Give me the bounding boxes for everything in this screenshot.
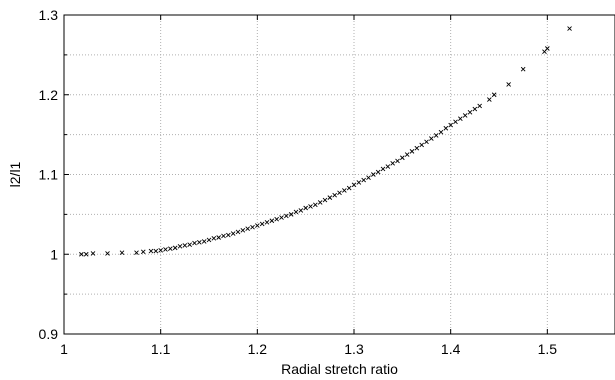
data-point bbox=[409, 149, 415, 154]
data-point bbox=[419, 142, 424, 148]
data-point bbox=[491, 92, 497, 98]
data-point bbox=[206, 237, 212, 243]
y-tick-label: 1.1 bbox=[39, 167, 59, 183]
data-point bbox=[506, 82, 511, 87]
data-point bbox=[192, 240, 197, 246]
data-point bbox=[351, 182, 357, 188]
data-point bbox=[400, 155, 405, 161]
data-point bbox=[313, 202, 318, 208]
data-point bbox=[119, 250, 125, 255]
data-point bbox=[201, 239, 207, 244]
data-point bbox=[79, 251, 84, 257]
data-point bbox=[467, 109, 473, 115]
y-tick-label: 0.9 bbox=[39, 326, 59, 342]
data-point bbox=[308, 204, 313, 209]
data-point bbox=[356, 180, 362, 185]
data-point bbox=[221, 233, 226, 239]
data-point bbox=[433, 133, 439, 138]
data-point bbox=[259, 221, 265, 227]
data-point bbox=[380, 166, 386, 172]
data-point bbox=[487, 97, 492, 102]
data-point bbox=[448, 122, 453, 128]
data-point bbox=[240, 228, 246, 233]
data-point bbox=[385, 164, 391, 169]
data-point bbox=[269, 218, 275, 224]
data-point bbox=[366, 175, 371, 181]
data-point bbox=[317, 200, 323, 205]
data-point bbox=[197, 239, 202, 245]
data-point bbox=[163, 247, 168, 252]
data-point bbox=[327, 195, 333, 200]
data-point bbox=[443, 125, 449, 131]
data-point bbox=[424, 139, 429, 145]
x-tick-label: 1 bbox=[60, 341, 68, 357]
data-point bbox=[264, 220, 270, 225]
data-point bbox=[177, 243, 183, 249]
x-tick-label: 1.2 bbox=[248, 341, 268, 357]
data-point bbox=[148, 248, 154, 254]
data-point bbox=[140, 249, 146, 255]
data-point bbox=[172, 245, 178, 251]
x-tick-label: 1.5 bbox=[538, 341, 558, 357]
data-point bbox=[395, 158, 400, 164]
x-tick-label: 1.1 bbox=[151, 341, 171, 357]
data-point bbox=[245, 226, 250, 232]
data-points bbox=[79, 26, 572, 257]
data-point bbox=[429, 136, 434, 141]
data-point bbox=[134, 250, 139, 255]
data-point bbox=[255, 223, 260, 228]
data-point bbox=[293, 209, 299, 215]
data-point bbox=[211, 235, 217, 241]
data-point bbox=[250, 224, 255, 230]
x-axis-label: Radial stretch ratio bbox=[281, 361, 398, 377]
data-point bbox=[337, 190, 342, 196]
data-point bbox=[477, 103, 482, 109]
data-point bbox=[462, 113, 468, 118]
data-point bbox=[298, 208, 304, 213]
y-tick-label: 1 bbox=[50, 246, 58, 262]
data-point bbox=[216, 235, 221, 240]
data-point bbox=[545, 46, 550, 51]
data-point bbox=[520, 66, 526, 72]
data-point bbox=[226, 232, 231, 238]
data-point bbox=[279, 215, 284, 220]
data-point bbox=[390, 161, 395, 166]
data-point bbox=[182, 243, 188, 248]
data-point bbox=[414, 145, 420, 151]
data-point bbox=[346, 185, 352, 191]
data-point bbox=[83, 251, 89, 257]
data-point bbox=[303, 205, 308, 211]
data-point bbox=[375, 169, 381, 175]
data-point bbox=[404, 152, 410, 157]
axis-ticks: 1 1.1 1.2 1.3 1.4 1.50.911.11.21.3 bbox=[39, 7, 558, 357]
data-point bbox=[153, 248, 159, 254]
y-axis-label: l2/l1 bbox=[7, 161, 23, 187]
data-point bbox=[567, 26, 572, 31]
x-tick-label: 1.3 bbox=[344, 341, 364, 357]
data-point bbox=[342, 188, 347, 193]
data-point bbox=[187, 242, 192, 247]
data-point bbox=[288, 212, 294, 217]
data-point bbox=[168, 246, 173, 251]
y-tick-label: 1.3 bbox=[39, 7, 59, 23]
data-point bbox=[90, 251, 96, 256]
x-tick-label: 1.4 bbox=[441, 341, 461, 357]
data-point bbox=[361, 177, 366, 183]
data-point bbox=[472, 106, 478, 112]
grid bbox=[64, 15, 615, 334]
data-point bbox=[274, 216, 279, 222]
data-point bbox=[230, 231, 236, 236]
data-point bbox=[453, 119, 458, 125]
data-point bbox=[458, 116, 463, 121]
y-tick-label: 1.2 bbox=[39, 87, 59, 103]
data-point bbox=[322, 197, 328, 203]
data-point bbox=[235, 229, 241, 235]
data-point bbox=[438, 129, 444, 135]
data-point bbox=[332, 192, 337, 198]
data-point bbox=[371, 172, 376, 177]
data-point bbox=[105, 251, 110, 256]
data-point bbox=[158, 247, 163, 253]
data-point bbox=[284, 213, 289, 219]
